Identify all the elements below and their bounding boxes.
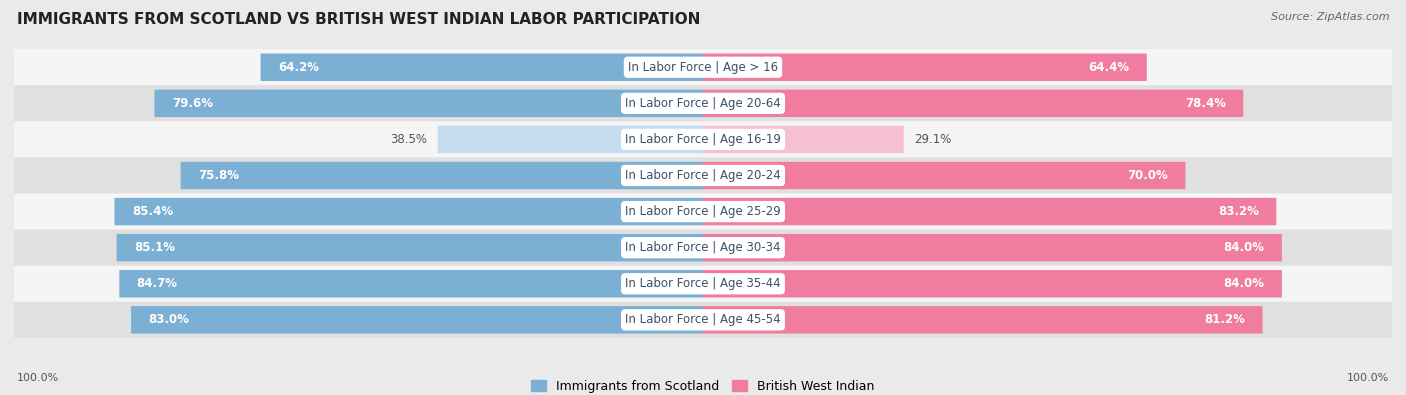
Text: 38.5%: 38.5% bbox=[391, 133, 427, 146]
Legend: Immigrants from Scotland, British West Indian: Immigrants from Scotland, British West I… bbox=[526, 375, 880, 395]
FancyBboxPatch shape bbox=[120, 270, 703, 297]
Text: 84.0%: 84.0% bbox=[1223, 241, 1264, 254]
FancyBboxPatch shape bbox=[703, 54, 1147, 81]
FancyBboxPatch shape bbox=[14, 49, 1392, 85]
FancyBboxPatch shape bbox=[14, 302, 1392, 338]
Text: In Labor Force | Age 25-29: In Labor Force | Age 25-29 bbox=[626, 205, 780, 218]
FancyBboxPatch shape bbox=[703, 234, 1282, 261]
Text: 83.2%: 83.2% bbox=[1218, 205, 1258, 218]
Text: In Labor Force | Age 35-44: In Labor Force | Age 35-44 bbox=[626, 277, 780, 290]
Text: 83.0%: 83.0% bbox=[149, 313, 190, 326]
FancyBboxPatch shape bbox=[14, 194, 1392, 229]
Text: Source: ZipAtlas.com: Source: ZipAtlas.com bbox=[1271, 12, 1389, 22]
Text: 84.7%: 84.7% bbox=[136, 277, 177, 290]
FancyBboxPatch shape bbox=[114, 198, 703, 225]
FancyBboxPatch shape bbox=[703, 270, 1282, 297]
Text: IMMIGRANTS FROM SCOTLAND VS BRITISH WEST INDIAN LABOR PARTICIPATION: IMMIGRANTS FROM SCOTLAND VS BRITISH WEST… bbox=[17, 12, 700, 27]
Text: In Labor Force | Age > 16: In Labor Force | Age > 16 bbox=[628, 61, 778, 74]
Text: 64.4%: 64.4% bbox=[1088, 61, 1129, 74]
Text: 70.0%: 70.0% bbox=[1128, 169, 1168, 182]
FancyBboxPatch shape bbox=[14, 85, 1392, 121]
Text: In Labor Force | Age 16-19: In Labor Force | Age 16-19 bbox=[626, 133, 780, 146]
FancyBboxPatch shape bbox=[703, 306, 1263, 333]
FancyBboxPatch shape bbox=[131, 306, 703, 333]
Text: 64.2%: 64.2% bbox=[278, 61, 319, 74]
FancyBboxPatch shape bbox=[703, 126, 904, 153]
Text: 81.2%: 81.2% bbox=[1205, 313, 1246, 326]
Text: 85.4%: 85.4% bbox=[132, 205, 173, 218]
FancyBboxPatch shape bbox=[14, 229, 1392, 266]
FancyBboxPatch shape bbox=[260, 54, 703, 81]
FancyBboxPatch shape bbox=[703, 198, 1277, 225]
Text: 100.0%: 100.0% bbox=[17, 373, 59, 383]
FancyBboxPatch shape bbox=[14, 158, 1392, 194]
Text: 78.4%: 78.4% bbox=[1185, 97, 1226, 110]
FancyBboxPatch shape bbox=[117, 234, 703, 261]
FancyBboxPatch shape bbox=[14, 121, 1392, 158]
FancyBboxPatch shape bbox=[703, 162, 1185, 189]
Text: In Labor Force | Age 20-64: In Labor Force | Age 20-64 bbox=[626, 97, 780, 110]
FancyBboxPatch shape bbox=[14, 266, 1392, 302]
Text: In Labor Force | Age 45-54: In Labor Force | Age 45-54 bbox=[626, 313, 780, 326]
FancyBboxPatch shape bbox=[155, 90, 703, 117]
Text: 84.0%: 84.0% bbox=[1223, 277, 1264, 290]
Text: 100.0%: 100.0% bbox=[1347, 373, 1389, 383]
Text: 79.6%: 79.6% bbox=[172, 97, 212, 110]
FancyBboxPatch shape bbox=[703, 90, 1243, 117]
Text: 85.1%: 85.1% bbox=[134, 241, 174, 254]
Text: 29.1%: 29.1% bbox=[914, 133, 952, 146]
Text: In Labor Force | Age 20-24: In Labor Force | Age 20-24 bbox=[626, 169, 780, 182]
FancyBboxPatch shape bbox=[180, 162, 703, 189]
Text: In Labor Force | Age 30-34: In Labor Force | Age 30-34 bbox=[626, 241, 780, 254]
FancyBboxPatch shape bbox=[437, 126, 703, 153]
Text: 75.8%: 75.8% bbox=[198, 169, 239, 182]
